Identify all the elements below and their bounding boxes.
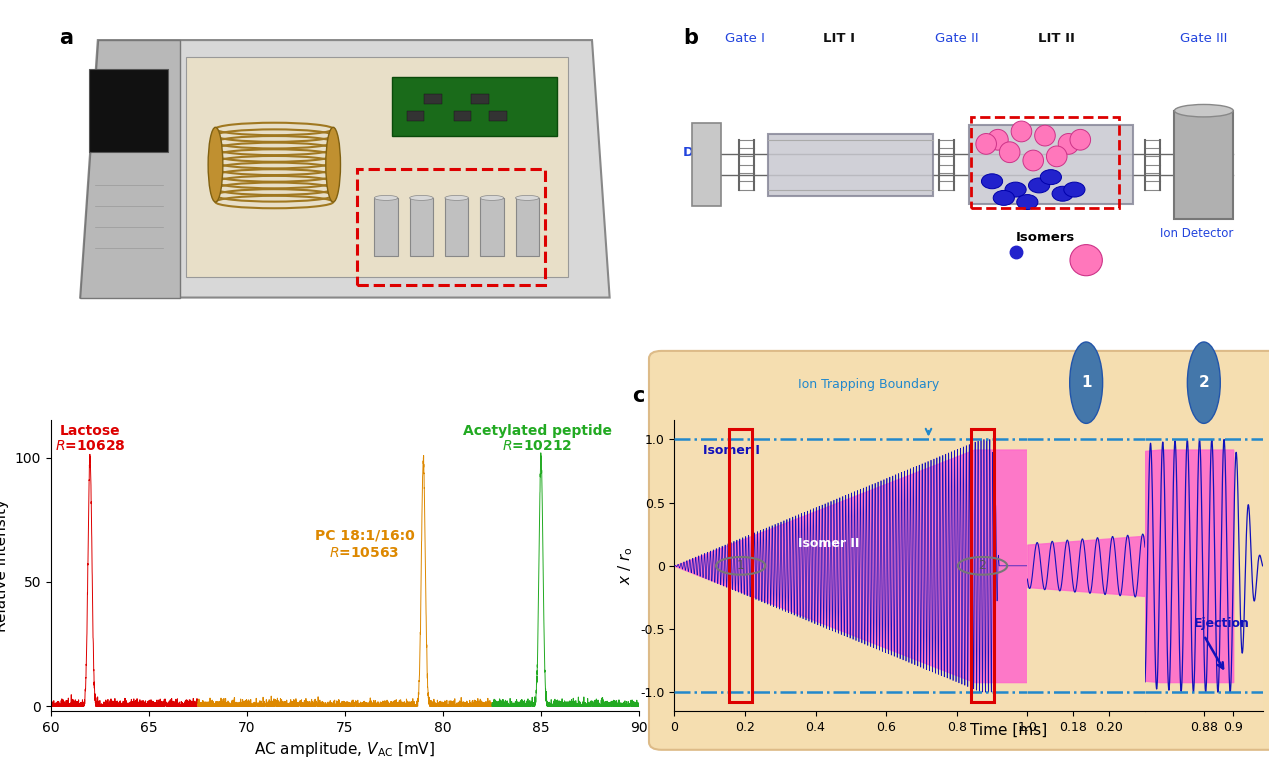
Ellipse shape [1174, 104, 1233, 117]
Text: c: c [632, 386, 645, 406]
Circle shape [1052, 186, 1074, 201]
X-axis label: AC amplitude, $V_{\mathrm{AC}}$ [mV]: AC amplitude, $V_{\mathrm{AC}}$ [mV] [254, 741, 435, 759]
Text: DAPI: DAPI [683, 145, 720, 158]
Text: LIT I: LIT I [824, 32, 855, 45]
Ellipse shape [1000, 141, 1020, 162]
Bar [480, 198, 504, 256]
Circle shape [1070, 342, 1103, 424]
Ellipse shape [326, 128, 340, 202]
Bar [424, 94, 442, 104]
Ellipse shape [515, 196, 539, 200]
Ellipse shape [987, 129, 1008, 150]
Bar [471, 94, 489, 104]
Text: Isomer II: Isomer II [798, 536, 859, 550]
Text: $\it{R}$=10628: $\it{R}$=10628 [55, 439, 126, 453]
Ellipse shape [1070, 244, 1103, 276]
Text: Isomer I: Isomer I [703, 444, 759, 457]
Y-axis label: $x\ /\ r_\mathrm{o}$: $x\ /\ r_\mathrm{o}$ [615, 547, 634, 585]
Text: LIT II: LIT II [1038, 32, 1075, 45]
Bar [410, 198, 433, 256]
Text: Lactose: Lactose [60, 424, 121, 438]
Bar [392, 77, 557, 135]
Text: 1: 1 [1081, 375, 1091, 390]
Ellipse shape [1023, 150, 1043, 171]
Y-axis label: Relative intensity: Relative intensity [0, 499, 9, 632]
Circle shape [1063, 182, 1085, 197]
Circle shape [1188, 342, 1221, 424]
Ellipse shape [374, 196, 398, 200]
Text: Ion Detector: Ion Detector [1160, 227, 1233, 240]
Ellipse shape [410, 196, 433, 200]
Bar [374, 198, 398, 256]
Bar [454, 111, 471, 121]
Bar [1174, 111, 1233, 219]
Ellipse shape [1070, 129, 1090, 150]
Text: 2: 2 [978, 560, 986, 572]
Bar [971, 429, 994, 703]
Bar [406, 111, 424, 121]
Bar [730, 429, 753, 703]
Text: PC 18:1/16:0: PC 18:1/16:0 [315, 528, 415, 542]
Text: Acetylated peptide: Acetylated peptide [463, 424, 612, 438]
Circle shape [1028, 178, 1049, 193]
Bar [445, 198, 468, 256]
Ellipse shape [1011, 121, 1032, 141]
Circle shape [1016, 195, 1038, 209]
Text: $\it{R}$=10212: $\it{R}$=10212 [503, 439, 572, 453]
Text: Ion Trapping Boundary: Ion Trapping Boundary [798, 379, 939, 391]
Text: Time [ms]: Time [ms] [971, 724, 1047, 738]
Bar [769, 134, 933, 196]
Text: a: a [60, 28, 74, 48]
Circle shape [981, 174, 1003, 189]
Text: Ejection: Ejection [1194, 618, 1250, 631]
Ellipse shape [1034, 125, 1056, 146]
Ellipse shape [1047, 146, 1067, 167]
Bar [968, 125, 1133, 204]
Ellipse shape [976, 134, 996, 155]
Text: 2: 2 [1198, 375, 1209, 390]
Bar [515, 198, 539, 256]
Circle shape [1041, 169, 1061, 185]
Bar [972, 117, 1118, 208]
Bar [357, 169, 544, 285]
Ellipse shape [208, 128, 223, 202]
Ellipse shape [480, 196, 504, 200]
Ellipse shape [445, 196, 468, 200]
Bar [692, 123, 721, 206]
Polygon shape [80, 40, 609, 298]
Text: Gate III: Gate III [1180, 32, 1227, 45]
Polygon shape [80, 40, 180, 298]
Text: 1: 1 [737, 560, 745, 572]
Text: b: b [683, 28, 698, 48]
Bar [89, 69, 169, 152]
Ellipse shape [1058, 134, 1079, 155]
Circle shape [1005, 182, 1027, 197]
Text: $\it{R}$=10563: $\it{R}$=10563 [330, 546, 400, 560]
Bar [187, 56, 569, 277]
Text: Gate I: Gate I [725, 32, 765, 45]
Text: Gate II: Gate II [935, 32, 978, 45]
Circle shape [994, 190, 1014, 206]
Bar [489, 111, 506, 121]
Text: Isomers: Isomers [1015, 230, 1075, 243]
